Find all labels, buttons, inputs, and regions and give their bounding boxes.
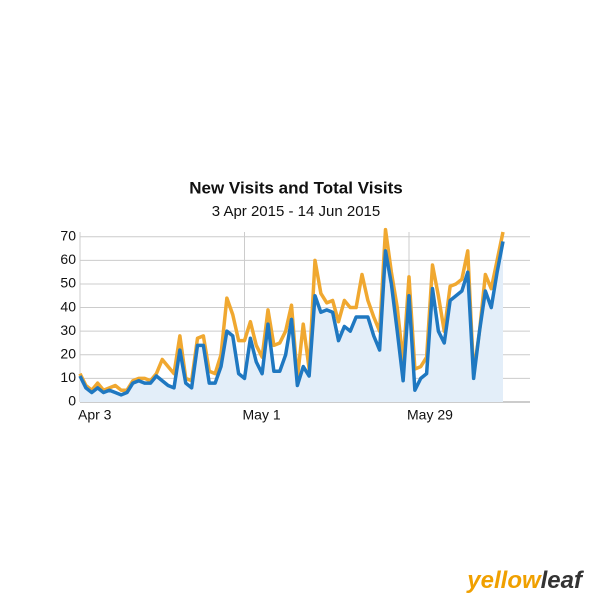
y-tick-label: 30 (60, 322, 76, 338)
x-tick-label: May 1 (243, 407, 281, 423)
y-tick-label: 10 (60, 369, 76, 385)
y-tick-label: 70 (60, 227, 76, 243)
logo-part: leaf (541, 567, 584, 594)
y-tick-label: 50 (60, 275, 76, 291)
y-tick-label: 60 (60, 251, 76, 267)
x-tick-label: Apr 3 (78, 407, 112, 423)
chart-title: New Visits and Total Visits (189, 178, 403, 197)
series-line (78, 241, 505, 397)
x-tick-label: May 29 (407, 407, 453, 423)
y-tick-label: 40 (60, 298, 76, 314)
logo-part: yellow (466, 567, 542, 594)
y-tick-label: 0 (68, 393, 76, 409)
logo: yellowleaf (466, 567, 584, 594)
y-tick-label: 20 (60, 345, 76, 361)
chart-subtitle: 3 Apr 2015 - 14 Jun 2015 (212, 203, 380, 220)
